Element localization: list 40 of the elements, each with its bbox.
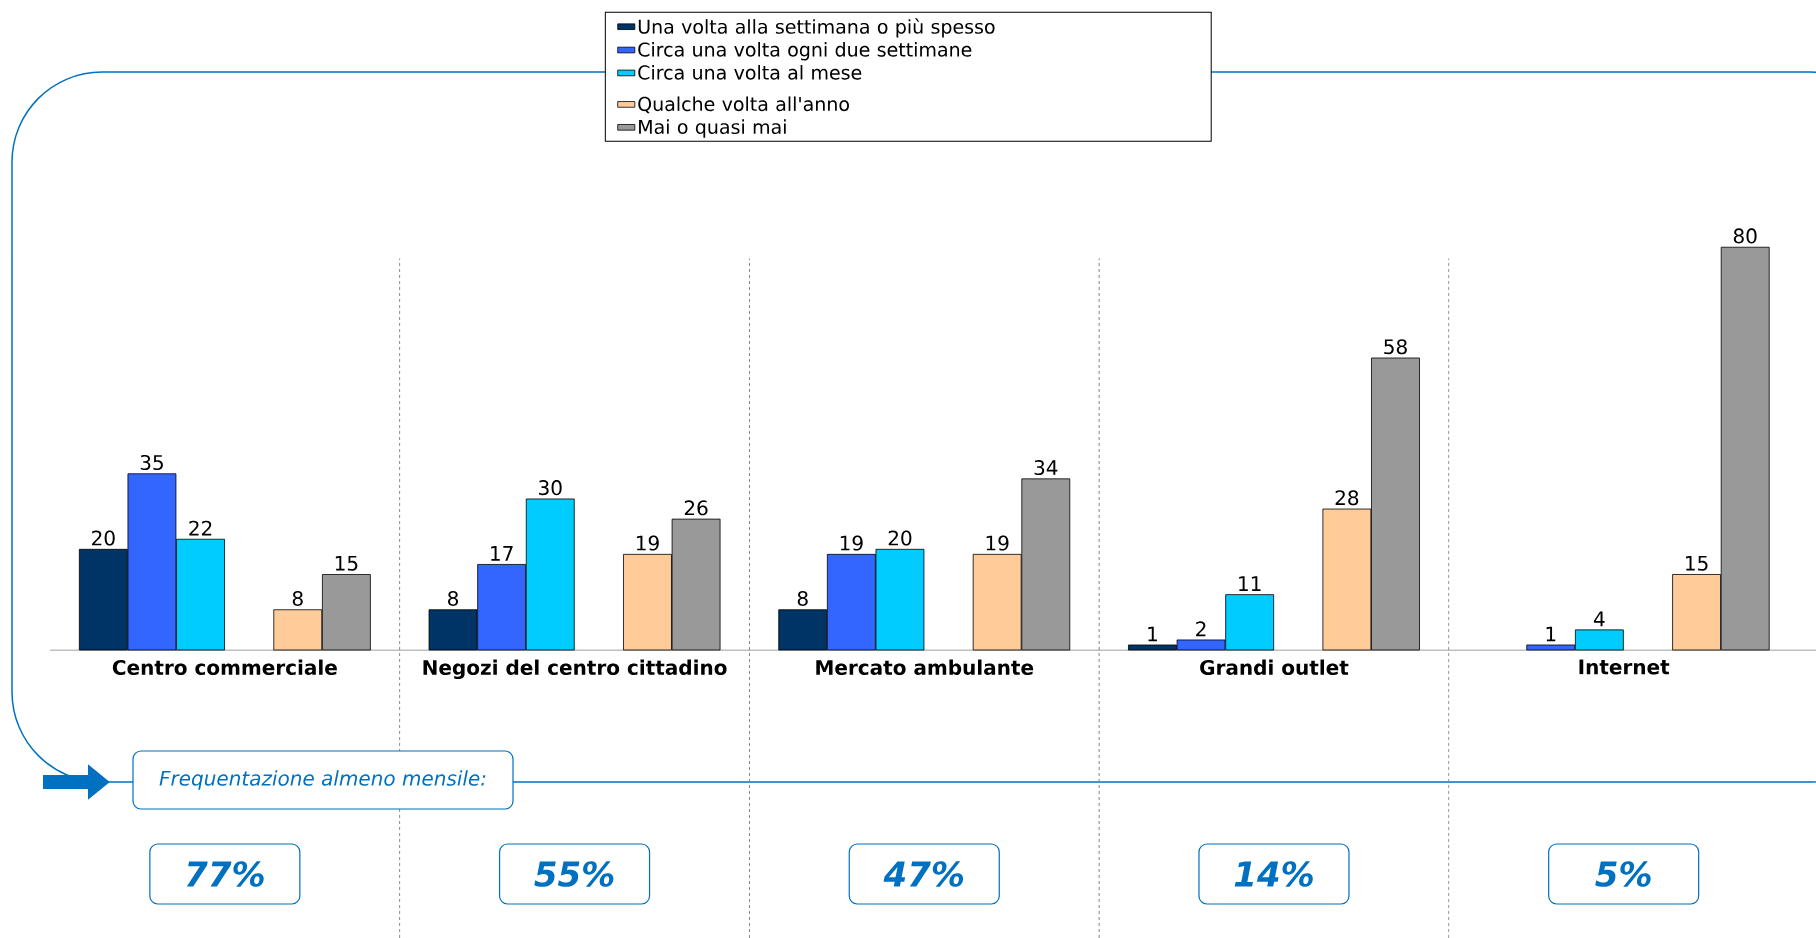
data-label: 15 bbox=[1686, 555, 1708, 571]
x-tick-label: Internet bbox=[1579, 659, 1670, 675]
data-label: 4 bbox=[1593, 611, 1605, 627]
data-label: 19 bbox=[986, 535, 1009, 551]
data-label: 58 bbox=[1384, 339, 1407, 355]
text: 77% bbox=[186, 861, 264, 887]
data-label: 15 bbox=[335, 555, 358, 571]
data-label: 35 bbox=[140, 454, 163, 471]
x-tick-label: Mercato ambulante bbox=[816, 659, 1034, 676]
data-label: 2 bbox=[1196, 621, 1206, 637]
data-label: 26 bbox=[684, 500, 708, 516]
text: 55% bbox=[534, 861, 614, 887]
data-label: 1 bbox=[1546, 626, 1556, 642]
data-label: 28 bbox=[1335, 490, 1359, 506]
data-label: 20 bbox=[92, 530, 115, 546]
data-label: 34 bbox=[1034, 459, 1058, 476]
data-label: 22 bbox=[189, 520, 212, 536]
legend-label: Mai o quasi mai bbox=[639, 119, 786, 138]
x-tick-label: Grandi outlet bbox=[1200, 659, 1349, 676]
text: 14% bbox=[1234, 861, 1313, 887]
legend-label: Circa una volta al mese bbox=[638, 65, 862, 80]
legend-label: Qualche volta all'anno bbox=[638, 96, 849, 114]
data-label: 8 bbox=[448, 590, 459, 606]
x-tick-label: Centro commerciale bbox=[112, 659, 337, 676]
legend-label: Circa una volta ogni due settimane bbox=[638, 42, 972, 61]
data-label: 30 bbox=[539, 480, 562, 496]
x-tick-label: Negozi del centro cittadino bbox=[423, 659, 727, 680]
data-label: 19 bbox=[840, 535, 863, 551]
data-label: 11 bbox=[1239, 576, 1261, 591]
text: 47% bbox=[883, 861, 964, 887]
data-label: 19 bbox=[636, 535, 659, 551]
data-label: 80 bbox=[1733, 228, 1757, 244]
data-label: 8 bbox=[292, 590, 303, 606]
legend-label: Una volta alla settimana o più spesso bbox=[638, 18, 995, 38]
data-label: 17 bbox=[491, 546, 513, 561]
data-label: 1 bbox=[1148, 626, 1157, 642]
text: Frequentazione almeno mensile: bbox=[159, 770, 486, 790]
text: 5% bbox=[1595, 861, 1651, 887]
data-label: 8 bbox=[797, 590, 808, 606]
data-label: 20 bbox=[888, 530, 912, 546]
